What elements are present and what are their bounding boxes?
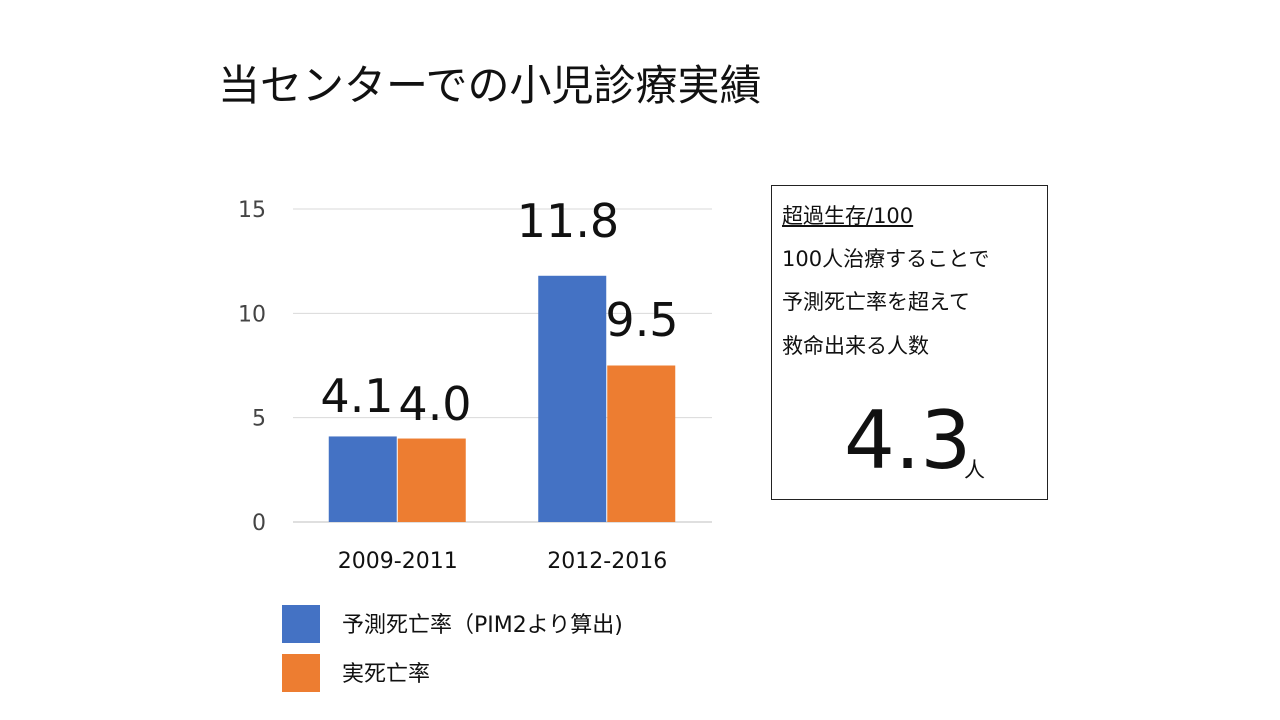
data-label: 9.5 xyxy=(605,293,678,347)
x-category-label: 2009-2011 xyxy=(338,549,458,574)
info-line-1: 100人治療することで xyxy=(782,247,990,271)
excess-survival-value: 4.3 xyxy=(844,394,972,487)
bar-predicted-2012-2016 xyxy=(538,275,607,522)
bar-actual-2009-2011 xyxy=(397,438,466,522)
y-tick-label: 5 xyxy=(252,407,266,432)
info-line-3: 救命出来る人数 xyxy=(782,334,929,358)
legend-label: 実死亡率 xyxy=(342,662,430,687)
legend-swatch xyxy=(282,605,320,643)
legend-label: 予測死亡率（PIM2より算出) xyxy=(342,613,623,638)
y-tick-label: 0 xyxy=(252,511,266,536)
info-line-2: 予測死亡率を超えて xyxy=(782,290,970,314)
data-label: 4.0 xyxy=(398,377,471,431)
bar-predicted-2009-2011 xyxy=(328,436,397,522)
excess-survival-box: 超過生存/100 100人治療することで 予測死亡率を超えて 救命出来る人数 4… xyxy=(771,185,1048,500)
legend-swatch xyxy=(282,654,320,692)
y-tick-label: 15 xyxy=(238,198,266,223)
y-tick-label: 10 xyxy=(238,302,266,327)
slide-title: 当センターでの小児診療実績 xyxy=(218,61,762,110)
x-category-label: 2012-2016 xyxy=(547,549,667,574)
excess-survival-heading: 超過生存/100 xyxy=(782,204,914,228)
excess-survival-unit: 人 xyxy=(964,458,985,482)
data-label: 11.8 xyxy=(517,194,619,248)
bar-actual-2012-2016 xyxy=(607,365,676,522)
data-label: 4.1 xyxy=(320,369,393,423)
